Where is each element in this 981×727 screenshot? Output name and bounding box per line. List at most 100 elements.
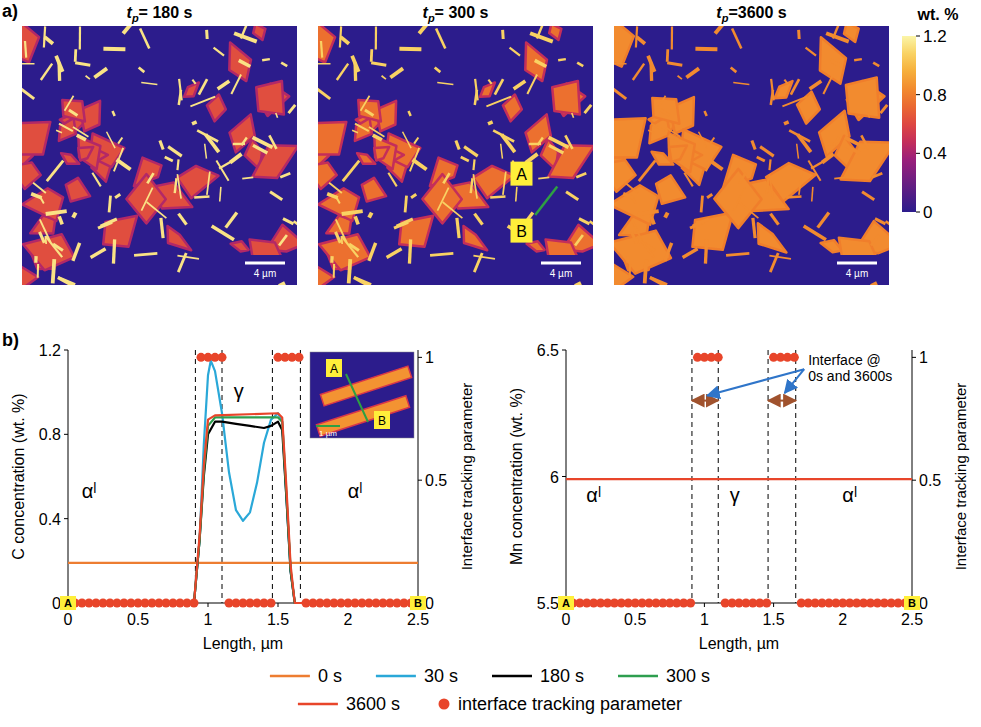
austenite-lath xyxy=(354,123,369,132)
colorbar-tick-label: 0 xyxy=(923,203,932,222)
x-axis-title: Length, µm xyxy=(203,635,283,652)
legend-line xyxy=(618,675,658,678)
austenite-grain xyxy=(358,100,381,121)
austenite-grain xyxy=(614,231,671,274)
austenite-lath xyxy=(733,187,746,211)
austenite-lath xyxy=(663,212,669,219)
legend-item: 180 s xyxy=(492,666,584,686)
interface-line xyxy=(272,350,273,603)
colorbar-tick xyxy=(916,153,920,154)
austenite-lath xyxy=(71,212,77,219)
austenite-grain xyxy=(22,267,38,285)
scale-bar xyxy=(541,262,581,265)
austenite-lath xyxy=(473,255,495,260)
austenite-lath xyxy=(766,178,770,193)
austenite-lath xyxy=(353,276,374,285)
austenite-lath xyxy=(46,160,65,182)
austenite-lath xyxy=(709,137,715,144)
austenite-lath xyxy=(861,191,875,201)
legend-line xyxy=(492,675,532,678)
austenite-lath xyxy=(206,171,211,194)
austenite-lath xyxy=(515,187,518,202)
austenite-lath xyxy=(750,140,756,150)
data-line xyxy=(566,478,912,480)
austenite-lath xyxy=(115,158,131,171)
y-tick-label: 6.5 xyxy=(537,342,559,359)
data-point xyxy=(762,599,771,608)
austenite-lath xyxy=(341,209,363,216)
austenite-lath xyxy=(73,126,89,137)
legend-item: 0 s xyxy=(270,666,342,686)
austenite-grain xyxy=(399,216,433,247)
data-line xyxy=(68,413,418,603)
colorbar-label: wt. % xyxy=(917,6,959,23)
x-tick xyxy=(704,603,705,607)
austenite-lath xyxy=(418,26,432,35)
austenite-lath xyxy=(205,30,209,39)
austenite-lath xyxy=(629,264,631,278)
austenite-lath xyxy=(488,79,493,84)
austenite-lath xyxy=(786,195,801,198)
austenite-lath xyxy=(513,80,527,91)
austenite-lath xyxy=(58,123,73,132)
austenite-lath xyxy=(103,47,125,51)
austenite-lath xyxy=(224,211,238,228)
austenite-lath xyxy=(648,130,654,134)
austenite-lath xyxy=(360,95,370,111)
austenite-lath xyxy=(809,80,823,91)
austenite-lath xyxy=(637,236,655,258)
austenite-lath xyxy=(176,159,179,170)
austenite-lath xyxy=(564,135,573,150)
austenite-lath xyxy=(565,191,579,201)
endpoint-label: B xyxy=(414,597,422,609)
legend-line xyxy=(298,703,338,706)
panel-label: a) xyxy=(2,1,18,21)
legend-line xyxy=(270,675,310,678)
austenite-lath xyxy=(494,79,505,96)
austenite-lath xyxy=(635,26,638,47)
austenite-lath xyxy=(731,28,743,49)
colorbar-tick-label: 0.8 xyxy=(923,86,947,105)
austenite-lath xyxy=(318,62,331,64)
austenite-grain xyxy=(775,81,793,98)
austenite-lath xyxy=(367,212,373,219)
legend-label: 180 s xyxy=(540,666,584,686)
austenite-lath xyxy=(649,276,670,285)
austenite-lath xyxy=(375,27,377,50)
austenite-lath xyxy=(240,26,249,39)
colorbar-tick xyxy=(916,36,920,37)
data-line xyxy=(68,422,418,603)
austenite-grain xyxy=(318,188,359,221)
austenite-lath xyxy=(45,209,67,216)
austenite-lath xyxy=(473,213,484,226)
annotation-line: 0s and 3600s xyxy=(808,368,892,384)
y-tick-label: 1.2 xyxy=(39,342,61,359)
austenite-lath xyxy=(275,113,278,118)
point-label: A xyxy=(516,166,527,183)
interface-arrow xyxy=(768,400,796,402)
y2-tick-label: 0 xyxy=(919,595,928,612)
austenite-lath xyxy=(501,30,505,39)
austenite-lath xyxy=(682,247,699,259)
austenite-lath xyxy=(614,62,627,64)
austenite-lath xyxy=(34,256,38,263)
austenite-lath xyxy=(57,216,63,225)
austenite-lath xyxy=(90,247,107,259)
austenite-lath xyxy=(146,172,154,184)
annotation: γ xyxy=(234,380,244,402)
inset-line-scan xyxy=(346,374,368,422)
austenite-lath xyxy=(68,109,78,117)
austenite-grain xyxy=(318,26,335,62)
legend-label: 30 s xyxy=(424,666,458,686)
austenite-lath xyxy=(141,187,154,211)
interface-line xyxy=(795,350,796,603)
austenite-lath xyxy=(442,172,450,184)
y2-tick-label: 0 xyxy=(425,595,434,612)
legend-label: 3600 s xyxy=(346,694,400,714)
x-tick xyxy=(208,603,209,607)
austenite-grain xyxy=(552,81,580,115)
legend-item: 300 s xyxy=(618,666,710,686)
austenite-lath xyxy=(43,26,46,47)
austenite-lath xyxy=(159,218,164,239)
annotation: Interface @0s and 3600s xyxy=(808,352,892,384)
